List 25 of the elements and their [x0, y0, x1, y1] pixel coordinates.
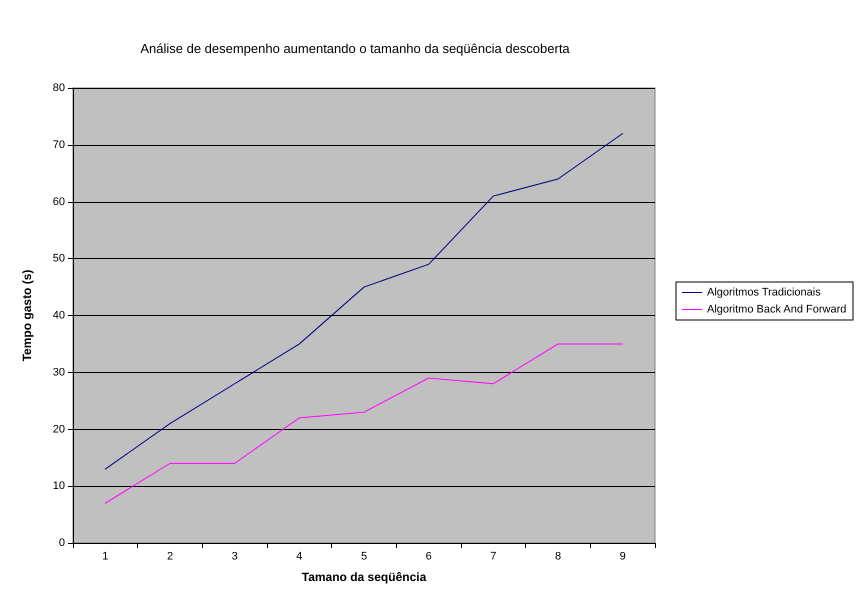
- y-tick-label: 50: [52, 252, 65, 265]
- y-tick-label: 0: [58, 537, 65, 549]
- y-axis-title: Tempo gasto (s): [20, 270, 34, 362]
- y-tick-label: 30: [52, 366, 65, 378]
- y-tick-label: 10: [52, 480, 65, 492]
- x-tick-label: 1: [102, 550, 108, 562]
- y-tick-label: 70: [52, 138, 65, 151]
- x-tick-label: 5: [360, 550, 368, 562]
- x-tick-label: 4: [296, 550, 302, 562]
- y-tick-label: 80: [52, 82, 65, 94]
- x-tick-label: 8: [554, 550, 562, 562]
- chart-title: Análise de desempenho aumentando o tamanho da seqüência descoberta: [140, 41, 570, 56]
- x-tick-label: 3: [232, 550, 238, 562]
- legend-label: Algoritmos Tradicionais: [707, 286, 822, 298]
- line-series: [104, 343, 624, 504]
- legend-label: Algoritmo Back And Forward: [707, 304, 846, 316]
- y-tick-label: 40: [52, 310, 65, 322]
- line-series: [104, 133, 624, 470]
- x-tick-label: 9: [620, 550, 626, 562]
- y-tick-label: 60: [52, 196, 65, 208]
- y-tick-label: 20: [52, 423, 65, 436]
- x-axis-title: Tamano da seqüência: [302, 570, 427, 584]
- x-tick-label: 7: [490, 550, 496, 562]
- x-tick-label: 2: [166, 550, 174, 562]
- x-tick-label: 6: [426, 550, 432, 562]
